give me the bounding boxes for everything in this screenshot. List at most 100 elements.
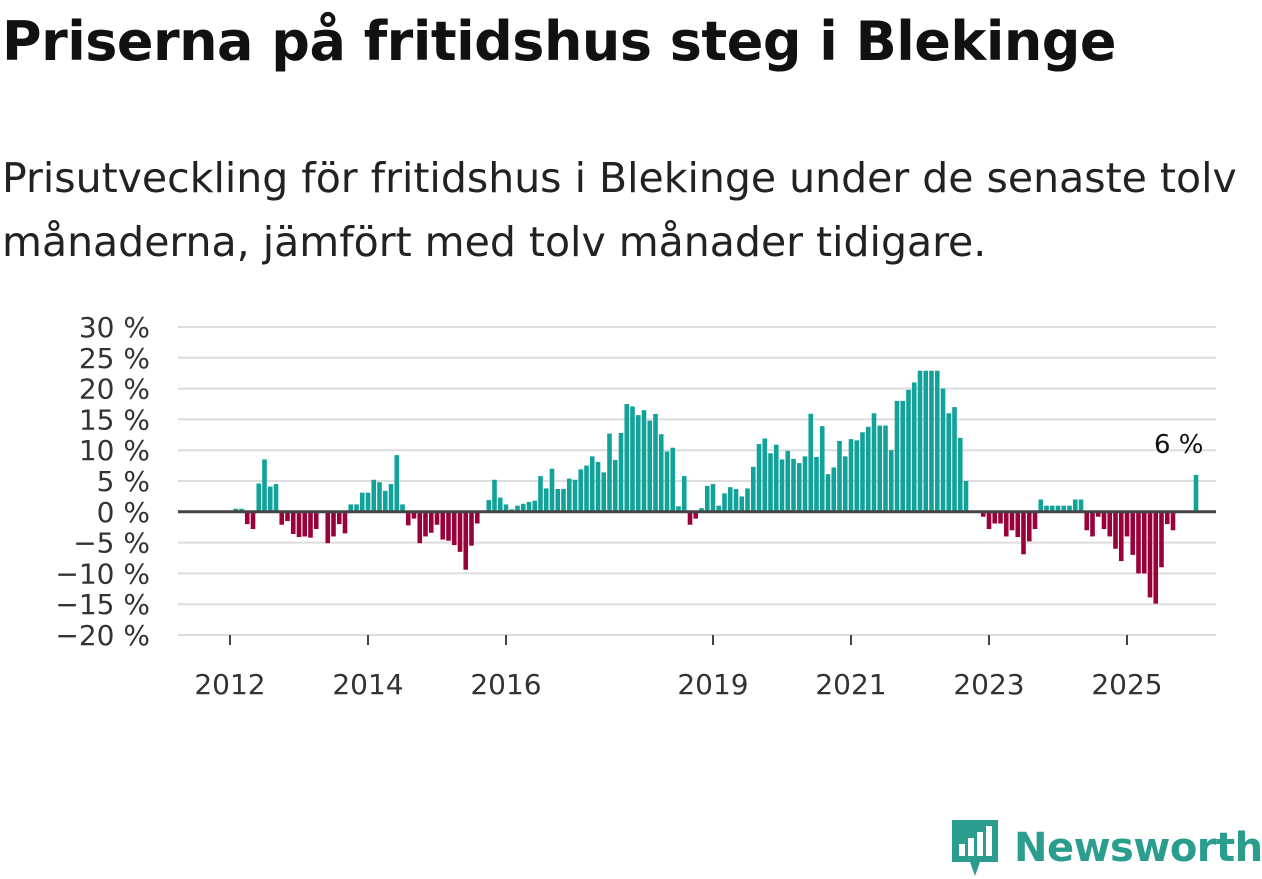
bar-negative	[1170, 511, 1176, 531]
y-tick-label: 0 %	[97, 496, 150, 529]
bar-positive	[566, 478, 572, 512]
bar-negative	[250, 511, 256, 530]
bar-negative	[423, 511, 428, 537]
bar-positive	[837, 440, 842, 512]
bar-positive	[354, 504, 359, 512]
bar-negative	[457, 511, 463, 552]
grid-lines	[178, 326, 1216, 636]
newsworthy-brand[interactable]: Newsworthy	[950, 818, 1262, 878]
bar-negative	[440, 511, 446, 540]
bar-negative	[1095, 511, 1101, 517]
bar-positive	[635, 415, 641, 512]
bar-negative	[1107, 511, 1113, 537]
bar-positive	[819, 426, 825, 512]
bar-positive	[865, 426, 871, 512]
x-tick-label: 2021	[815, 668, 886, 701]
bar-positive	[750, 466, 756, 512]
x-tick-label: 2016	[470, 668, 541, 701]
bar-negative	[1113, 511, 1118, 549]
bar-negative	[1009, 511, 1015, 531]
bar-positive	[785, 450, 791, 512]
bar-positive	[1049, 505, 1055, 512]
x-tick-label: 2012	[194, 668, 265, 701]
bars	[233, 370, 1199, 604]
bar-positive	[584, 465, 589, 512]
bar-positive	[486, 500, 492, 512]
bar-negative	[1003, 511, 1009, 537]
y-tick-label: 30 %	[79, 311, 150, 344]
bar-negative	[986, 511, 992, 530]
bar-positive	[768, 453, 773, 512]
newsworthy-logo-icon	[952, 820, 998, 876]
bar-positive	[762, 438, 768, 512]
bar-positive	[963, 481, 969, 512]
annotations: 6 %	[1154, 430, 1204, 460]
bar-negative	[244, 511, 250, 525]
bar-negative	[342, 511, 348, 534]
bar-positive	[1193, 474, 1199, 512]
bar-positive	[371, 479, 377, 512]
bar-positive	[796, 463, 802, 512]
bar-positive	[618, 432, 624, 512]
bar-positive	[710, 484, 716, 512]
bar-positive	[848, 439, 854, 512]
y-tick-label: −20 %	[55, 619, 150, 652]
bar-positive	[814, 456, 819, 512]
bar-negative	[1090, 511, 1095, 537]
bar-positive	[779, 459, 785, 512]
bar-positive	[854, 440, 860, 512]
bar-positive	[492, 479, 497, 512]
bar-positive	[1055, 505, 1061, 512]
bar-positive	[595, 461, 601, 512]
bar-positive	[624, 404, 630, 512]
bar-positive	[572, 479, 578, 512]
bar-negative	[469, 511, 474, 546]
bar-positive	[957, 437, 963, 512]
bar-positive	[394, 455, 400, 512]
bar-positive	[1061, 505, 1067, 512]
bar-positive	[262, 459, 267, 512]
bar-positive	[727, 487, 733, 512]
bar-positive	[911, 382, 917, 512]
bar-negative	[1136, 511, 1141, 574]
bar-positive	[1072, 499, 1078, 512]
bar-positive	[791, 458, 796, 512]
bar-negative	[313, 511, 319, 530]
bar-negative	[980, 511, 986, 517]
bar-negative	[463, 511, 469, 570]
bar-positive	[676, 506, 681, 512]
bar-positive	[699, 508, 704, 512]
bar-positive	[923, 370, 929, 512]
y-tick-label: −10 %	[55, 557, 150, 590]
x-tick-label: 2014	[332, 668, 403, 701]
x-tick-label: 2025	[1091, 668, 1162, 701]
bar-negative	[428, 511, 434, 533]
bar-positive	[934, 370, 940, 512]
bar-positive	[561, 489, 566, 512]
brand-name: Newsworthy	[1014, 825, 1262, 871]
bar-positive	[377, 482, 382, 512]
bar-negative	[446, 511, 451, 541]
x-axis: 2012 2014 2016 2019 2021 2023 2025	[194, 635, 1163, 701]
bar-positive	[894, 400, 900, 512]
bar-positive	[756, 444, 762, 512]
bar-positive	[1044, 505, 1049, 512]
bar-negative	[417, 511, 423, 544]
bar-positive	[532, 500, 538, 512]
bar-positive	[388, 484, 394, 512]
x-tick-label: 2019	[677, 668, 748, 701]
bar-negative	[1159, 511, 1164, 568]
y-tick-label: 25 %	[79, 342, 150, 375]
bar-positive	[716, 505, 722, 512]
bar-negative	[998, 511, 1003, 524]
bar-positive	[578, 469, 584, 512]
x-tick-label: 2023	[953, 668, 1024, 701]
bar-positive	[607, 433, 612, 512]
bar-positive	[929, 370, 934, 512]
bar-negative	[1147, 511, 1153, 598]
bar-negative	[1021, 511, 1026, 555]
bar-positive	[653, 413, 658, 512]
latest-value-annotation: 6 %	[1154, 430, 1204, 460]
bar-positive	[589, 456, 595, 512]
bar-positive	[267, 486, 273, 512]
